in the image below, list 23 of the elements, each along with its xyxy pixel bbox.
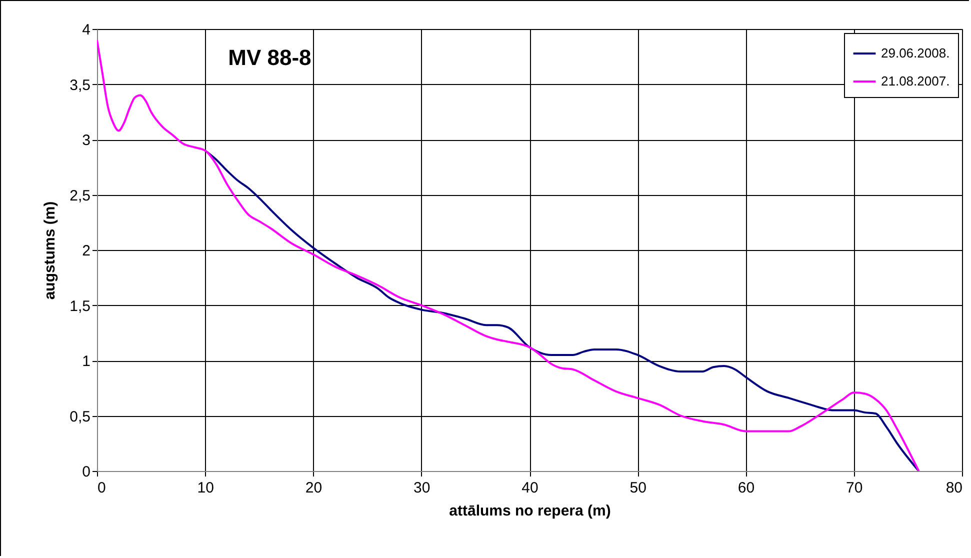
x-tick-label: 30 — [414, 480, 430, 496]
x-tick-label: 20 — [305, 480, 322, 496]
y-tick-label: 3,5 — [70, 76, 90, 94]
x-tick-label: 10 — [197, 480, 214, 496]
y-tick-label: 3 — [82, 132, 90, 149]
y-tick-label: 1,5 — [70, 298, 90, 315]
x-tick-label: 60 — [738, 480, 755, 496]
y-tick-label: 0,5 — [70, 408, 90, 426]
x-tick-label: 40 — [522, 480, 538, 496]
text: MV 88-8 — [228, 45, 312, 70]
legend-label: 21.08.2007. — [881, 74, 950, 88]
y-tick-label: 2 — [82, 242, 90, 260]
y-axis-title: augstums (m) — [42, 201, 59, 300]
x-tick-label: 0 — [98, 480, 106, 496]
x-tick-label: 80 — [946, 480, 962, 496]
legend-label: 29.06.2008. — [881, 46, 950, 60]
y-tick-label: 4 — [82, 22, 90, 38]
x-axis-title: attālums no repera (m) — [449, 502, 611, 520]
y-tick-label: 0 — [82, 464, 90, 480]
x-tick-label: 50 — [630, 480, 646, 496]
y-tick-label: 1 — [82, 353, 90, 370]
x-tick-label: 70 — [846, 480, 863, 496]
y-tick-label: 2,5 — [70, 187, 90, 204]
